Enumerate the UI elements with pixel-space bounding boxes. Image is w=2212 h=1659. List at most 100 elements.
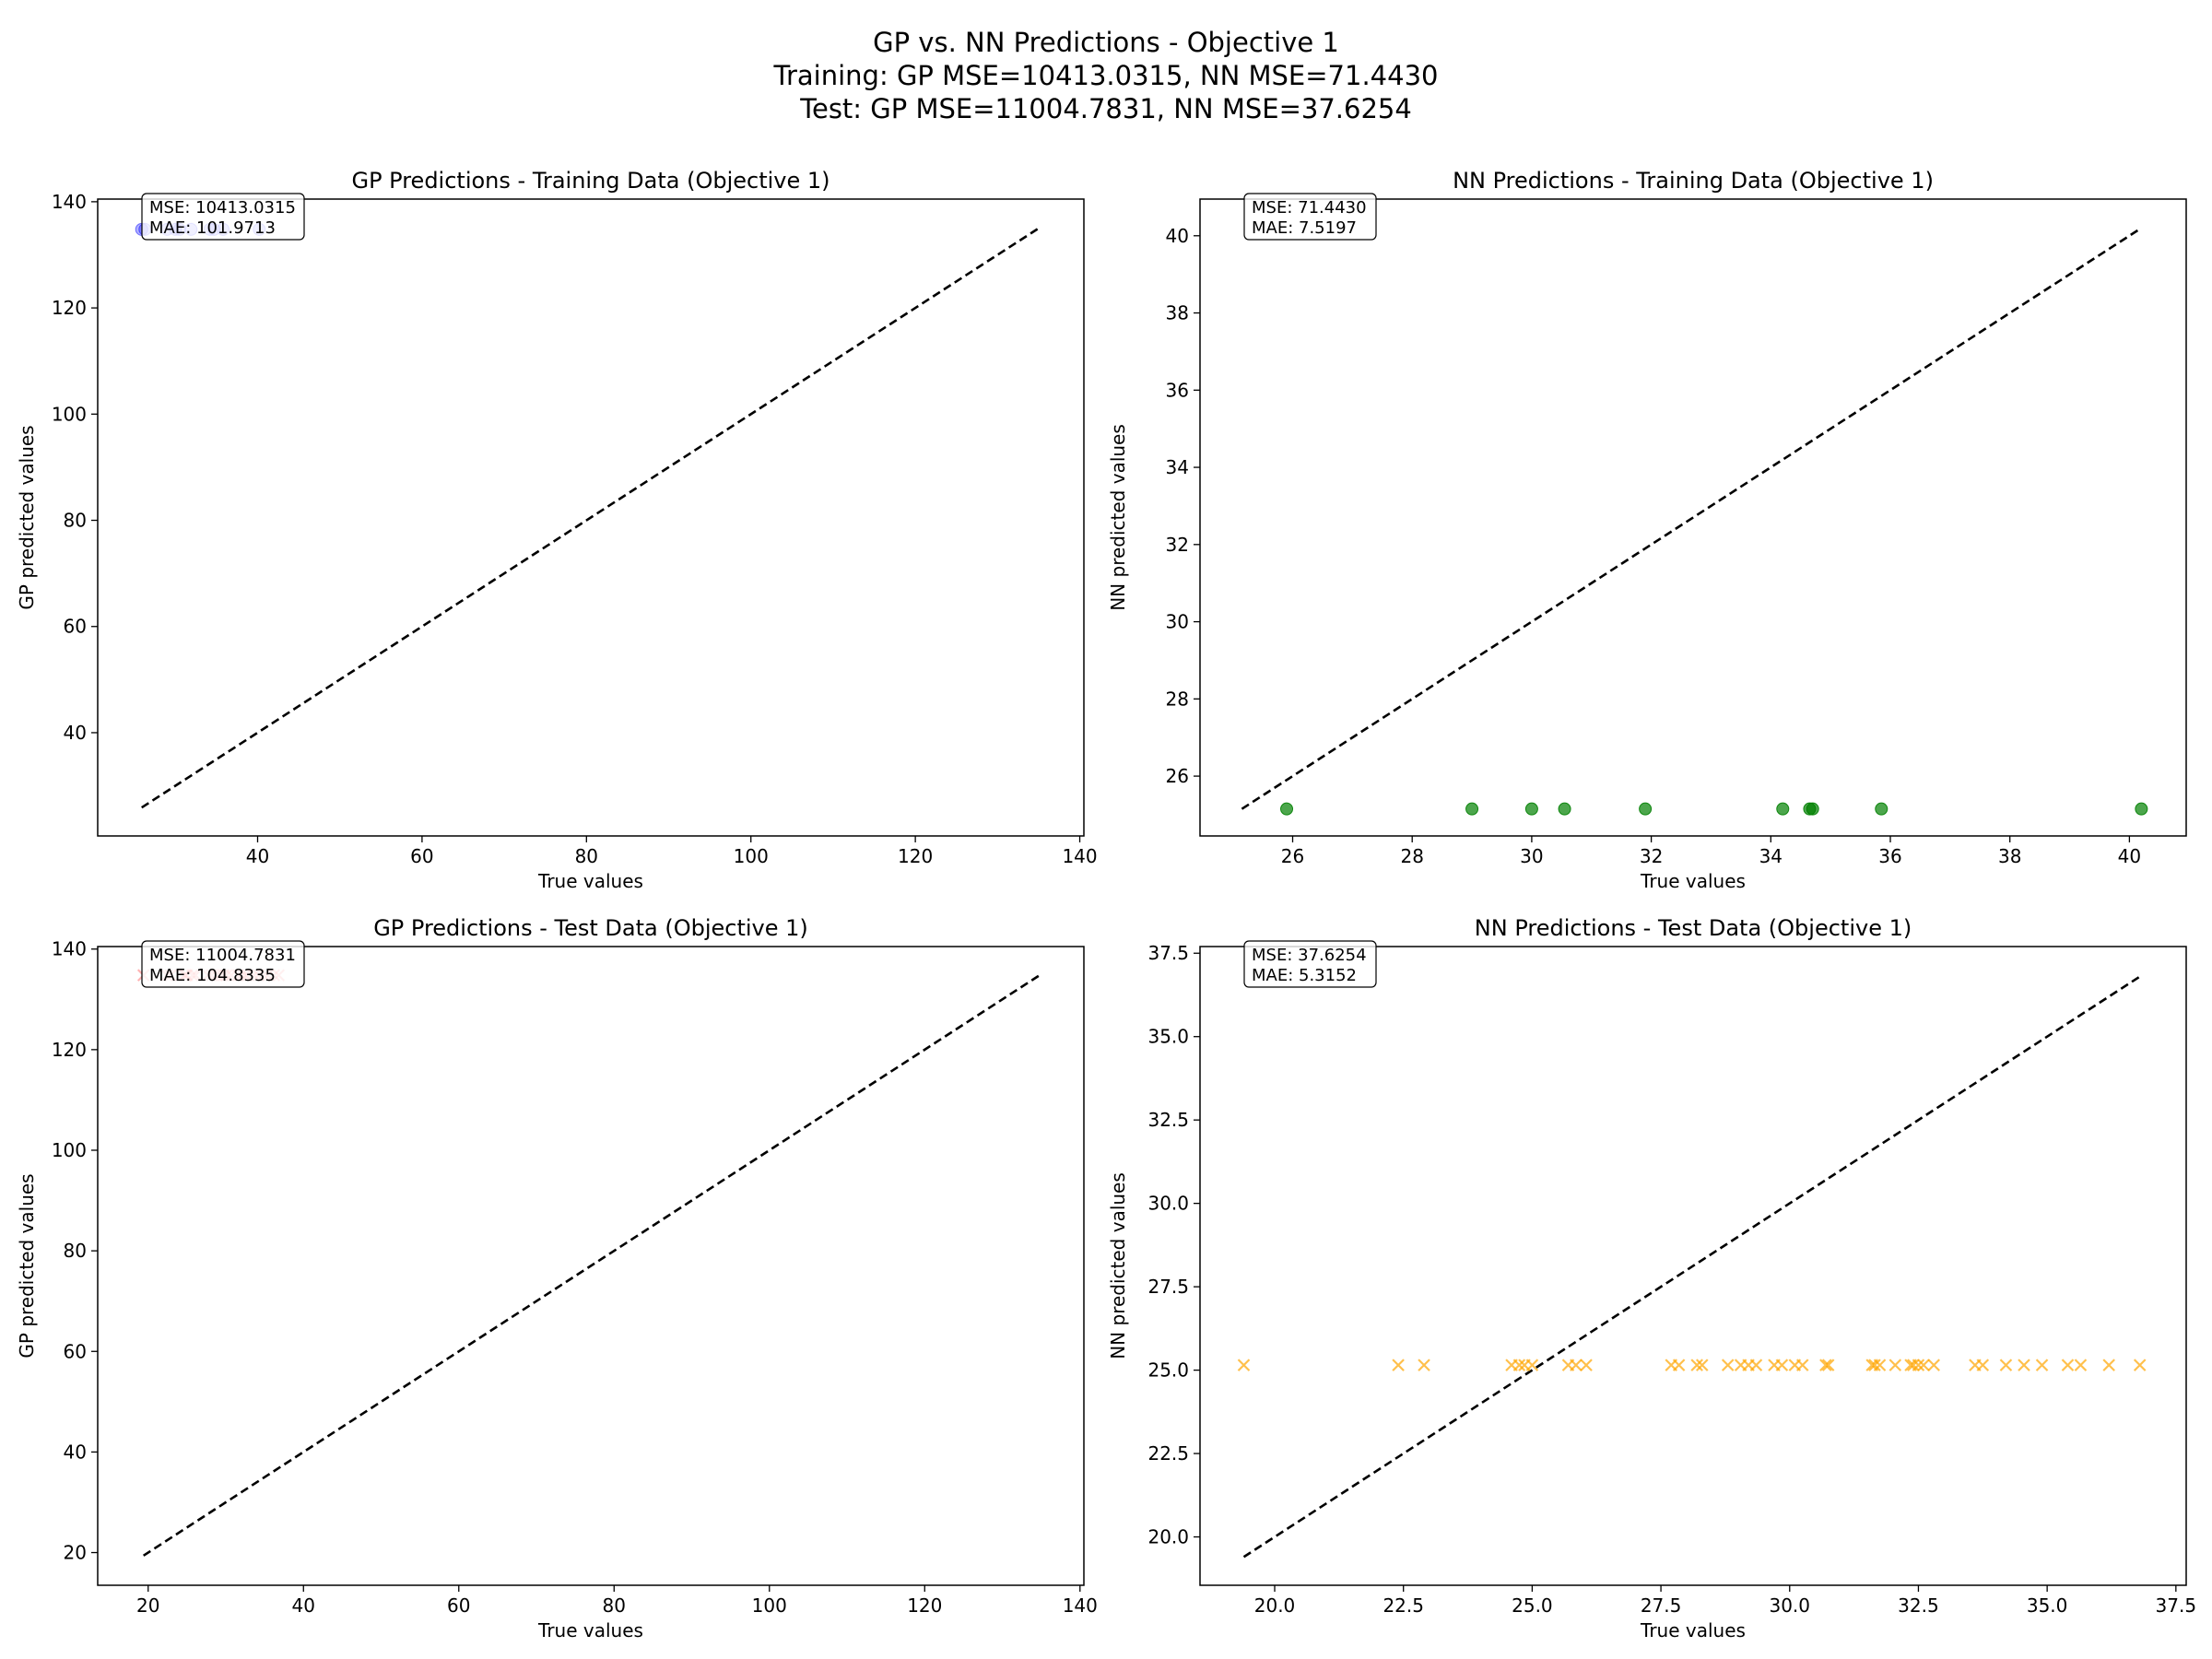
y-tick-label: 38 — [1166, 302, 1189, 324]
y-tick-label: 60 — [64, 616, 87, 638]
stats-line: MAE: 5.3152 — [1252, 966, 1357, 985]
x-tick-label: 100 — [752, 1594, 787, 1617]
x-tick-label: 27.5 — [1641, 1594, 1682, 1617]
stats-line: MAE: 7.5197 — [1252, 218, 1357, 238]
data-point — [1392, 1359, 1405, 1371]
data-point — [2035, 1359, 2049, 1371]
x-tick-label: 36 — [1878, 845, 1901, 867]
data-marks — [1237, 975, 2147, 1559]
data-point — [1524, 802, 1538, 816]
data-point — [1418, 1359, 1430, 1371]
x-tick-label: 40 — [2118, 845, 2141, 867]
y-tick-label: 120 — [52, 297, 87, 319]
data-point — [1999, 1359, 2013, 1371]
diagonal-line — [141, 228, 1039, 809]
data-marks — [135, 222, 1039, 809]
diagonal-line — [1242, 975, 2141, 1559]
y-tick-label: 80 — [64, 1240, 87, 1262]
x-tick-label: 80 — [603, 1594, 626, 1617]
data-point — [1690, 1359, 1703, 1371]
x-axis-label: True values — [537, 1619, 643, 1641]
data-point — [1237, 1359, 1251, 1371]
y-tick-label: 100 — [52, 403, 87, 425]
y-tick-label: 140 — [52, 191, 87, 213]
axes-frame — [97, 198, 1085, 837]
data-point — [1749, 1359, 1763, 1371]
x-tick-label: 80 — [575, 845, 598, 867]
y-tick-label: 100 — [52, 1139, 87, 1161]
y-tick-label: 20 — [64, 1542, 87, 1564]
x-tick-label: 28 — [1400, 845, 1423, 867]
data-point — [1821, 1359, 1835, 1371]
data-point — [2133, 1359, 2147, 1371]
data-point — [1570, 1359, 1583, 1371]
stats-line: MSE: 71.4430 — [1252, 198, 1367, 218]
subplot-title: GP Predictions - Training Data (Objectiv… — [351, 168, 830, 194]
y-tick-label: 20.0 — [1147, 1526, 1189, 1548]
data-point — [2074, 1359, 2088, 1371]
data-point — [1795, 1359, 1809, 1371]
data-point — [2135, 802, 2148, 816]
axes-frame — [97, 946, 1085, 1586]
subplot-title: NN Predictions - Training Data (Objectiv… — [1453, 168, 1934, 194]
x-tick-label: 140 — [1063, 1594, 1098, 1617]
data-point — [1917, 1359, 1930, 1371]
x-tick-label: 40 — [292, 1594, 315, 1617]
x-tick-label: 32.5 — [1898, 1594, 1939, 1617]
y-tick-label: 140 — [52, 938, 87, 960]
y-tick-label: 22.5 — [1147, 1442, 1189, 1465]
y-tick-label: 25.0 — [1147, 1359, 1189, 1382]
x-tick-label: 100 — [734, 845, 769, 867]
figure-title-line-3: Test: GP MSE=11004.7831, NN MSE=37.6254 — [800, 93, 1412, 124]
x-tick-label: 35.0 — [2027, 1594, 2068, 1617]
diagonal-line — [1241, 227, 2143, 810]
stats-box — [141, 940, 305, 988]
figure-title-line-1: GP vs. NN Predictions - Objective 1 — [873, 27, 1339, 58]
data-point — [1672, 1359, 1686, 1371]
stats-line: MAE: 104.8335 — [149, 966, 276, 985]
x-tick-label: 37.5 — [2156, 1594, 2197, 1617]
data-point — [1558, 802, 1571, 816]
y-tick-label: 26 — [1166, 765, 1189, 787]
x-tick-label: 25.0 — [1512, 1594, 1553, 1617]
y-tick-label: 34 — [1166, 456, 1189, 478]
data-point — [1776, 802, 1790, 816]
y-tick-label: 28 — [1166, 688, 1189, 710]
subplot-3: GP Predictions - Test Data (Objective 1)… — [16, 915, 1098, 1641]
stats-box — [1243, 940, 1377, 988]
x-tick-label: 140 — [1062, 845, 1097, 867]
y-tick-label: 80 — [64, 510, 87, 532]
data-point — [1912, 1359, 1925, 1371]
y-tick-label: 35.0 — [1147, 1026, 1189, 1048]
data-point — [1775, 1359, 1789, 1371]
x-tick-label: 26 — [1281, 845, 1304, 867]
y-axis-label: NN predicted values — [1107, 424, 1129, 611]
axes-frame — [1199, 198, 2187, 837]
data-point — [1465, 802, 1479, 816]
diagonal-line — [143, 973, 1041, 1557]
x-tick-label: 40 — [246, 845, 269, 867]
data-point — [2061, 1359, 2075, 1371]
data-point — [1976, 1359, 1990, 1371]
stats-line: MSE: 11004.7831 — [149, 946, 296, 965]
y-axis-label: GP predicted values — [16, 1173, 38, 1358]
y-tick-label: 40 — [1166, 225, 1189, 247]
data-marks — [1241, 227, 2148, 816]
stats-line: MSE: 37.6254 — [1252, 946, 1367, 965]
data-point — [1512, 1359, 1526, 1371]
stats-box — [141, 193, 305, 241]
x-tick-label: 22.5 — [1382, 1594, 1424, 1617]
axes-frame — [1199, 946, 2187, 1586]
subplot-title: GP Predictions - Test Data (Objective 1) — [373, 915, 808, 941]
x-tick-label: 20.0 — [1254, 1594, 1296, 1617]
data-point — [1721, 1359, 1735, 1371]
y-tick-label: 32 — [1166, 534, 1189, 556]
y-tick-label: 30.0 — [1147, 1193, 1189, 1215]
data-point — [2018, 1359, 2030, 1371]
stats-line: MSE: 10413.0315 — [149, 198, 296, 218]
data-point — [1873, 1359, 1887, 1371]
y-tick-label: 60 — [64, 1340, 87, 1362]
data-point — [1907, 1359, 1920, 1371]
data-point — [1819, 1359, 1832, 1371]
